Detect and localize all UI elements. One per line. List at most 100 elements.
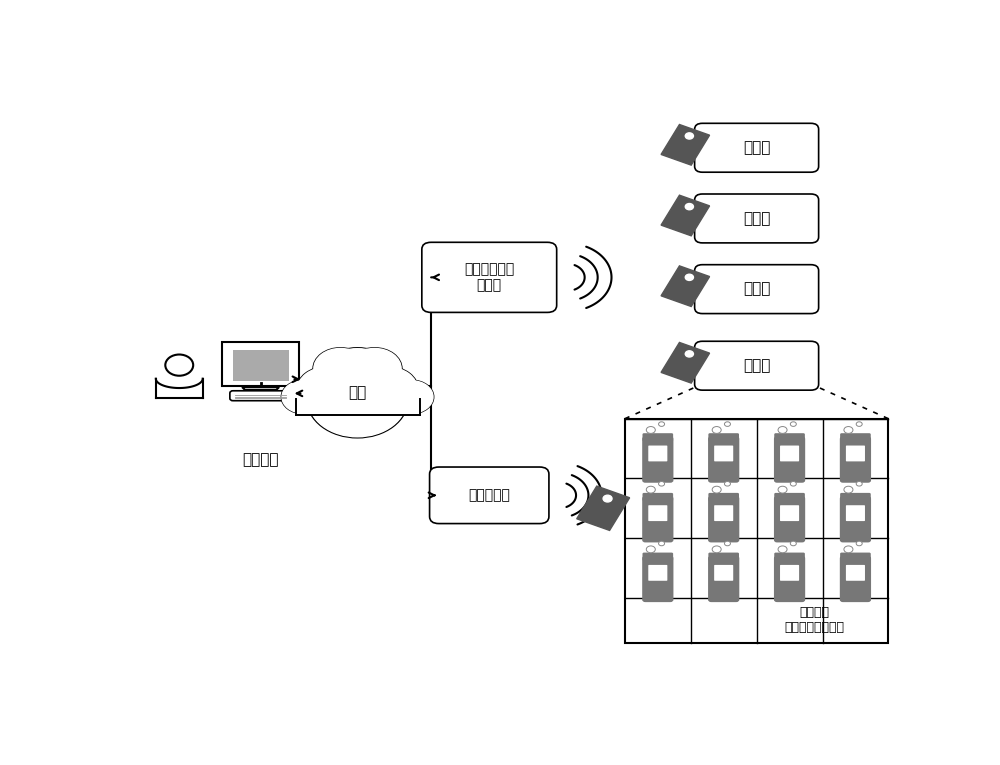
Polygon shape: [661, 195, 710, 236]
Text: 终端设备: 终端设备: [242, 452, 279, 467]
FancyBboxPatch shape: [774, 496, 805, 542]
Circle shape: [314, 348, 367, 389]
FancyBboxPatch shape: [648, 445, 667, 461]
Polygon shape: [625, 418, 888, 643]
Text: 云端: 云端: [348, 385, 367, 400]
FancyBboxPatch shape: [695, 194, 819, 243]
Circle shape: [390, 380, 433, 413]
FancyBboxPatch shape: [840, 496, 871, 542]
FancyBboxPatch shape: [642, 436, 673, 483]
FancyBboxPatch shape: [840, 493, 871, 501]
Circle shape: [856, 422, 862, 426]
FancyBboxPatch shape: [840, 433, 871, 441]
FancyBboxPatch shape: [296, 394, 420, 415]
Circle shape: [360, 367, 417, 412]
FancyBboxPatch shape: [780, 505, 799, 521]
Circle shape: [724, 541, 730, 545]
Text: 样本盒: 样本盒: [743, 140, 770, 155]
Circle shape: [646, 546, 655, 553]
Circle shape: [685, 203, 693, 210]
Polygon shape: [156, 379, 203, 388]
Circle shape: [790, 481, 796, 486]
Circle shape: [297, 367, 356, 412]
Circle shape: [724, 481, 730, 486]
FancyBboxPatch shape: [774, 556, 805, 602]
FancyBboxPatch shape: [642, 496, 673, 542]
Polygon shape: [242, 387, 279, 390]
Circle shape: [778, 546, 787, 553]
FancyBboxPatch shape: [233, 350, 289, 381]
FancyBboxPatch shape: [774, 436, 805, 483]
FancyBboxPatch shape: [422, 243, 557, 312]
FancyBboxPatch shape: [846, 445, 865, 461]
Circle shape: [165, 354, 193, 376]
Text: 便携式样本盒
扫描仪: 便携式样本盒 扫描仪: [464, 262, 514, 292]
Circle shape: [712, 427, 721, 434]
Circle shape: [778, 487, 787, 493]
FancyBboxPatch shape: [714, 505, 733, 521]
Circle shape: [390, 381, 433, 413]
Polygon shape: [661, 266, 710, 307]
FancyBboxPatch shape: [708, 496, 739, 542]
FancyBboxPatch shape: [222, 342, 299, 386]
Circle shape: [790, 422, 796, 426]
FancyBboxPatch shape: [708, 556, 739, 602]
Circle shape: [712, 546, 721, 553]
Polygon shape: [577, 486, 630, 530]
Circle shape: [844, 427, 853, 434]
Circle shape: [359, 367, 418, 412]
FancyBboxPatch shape: [840, 552, 871, 561]
Circle shape: [685, 274, 693, 281]
FancyBboxPatch shape: [708, 493, 739, 501]
FancyBboxPatch shape: [840, 436, 871, 483]
Circle shape: [316, 349, 399, 412]
Circle shape: [659, 541, 665, 545]
Circle shape: [844, 487, 853, 493]
Circle shape: [315, 348, 400, 413]
FancyBboxPatch shape: [840, 556, 871, 602]
FancyBboxPatch shape: [230, 391, 291, 401]
FancyBboxPatch shape: [708, 552, 739, 561]
FancyBboxPatch shape: [708, 436, 739, 483]
Circle shape: [347, 348, 402, 389]
Text: 样本盘点仪: 样本盘点仪: [468, 488, 510, 503]
Circle shape: [646, 427, 655, 434]
Circle shape: [603, 495, 612, 502]
Circle shape: [298, 367, 355, 412]
Circle shape: [712, 487, 721, 493]
Text: 样本盒: 样本盒: [743, 211, 770, 226]
FancyBboxPatch shape: [642, 552, 673, 561]
Circle shape: [307, 361, 408, 438]
Circle shape: [308, 362, 407, 437]
FancyBboxPatch shape: [780, 565, 799, 581]
Circle shape: [313, 348, 368, 389]
Circle shape: [282, 381, 325, 413]
Text: 样本盒: 样本盒: [743, 282, 770, 297]
FancyBboxPatch shape: [695, 265, 819, 314]
FancyBboxPatch shape: [430, 467, 549, 523]
Circle shape: [348, 348, 401, 389]
FancyBboxPatch shape: [695, 123, 819, 172]
FancyBboxPatch shape: [774, 493, 805, 501]
FancyBboxPatch shape: [648, 565, 667, 581]
Circle shape: [844, 546, 853, 553]
Circle shape: [856, 481, 862, 486]
FancyBboxPatch shape: [708, 433, 739, 441]
Polygon shape: [661, 343, 710, 383]
FancyBboxPatch shape: [774, 433, 805, 441]
FancyBboxPatch shape: [780, 445, 799, 461]
Text: 样本盒: 样本盒: [743, 358, 770, 373]
Circle shape: [856, 541, 862, 545]
FancyBboxPatch shape: [714, 565, 733, 581]
FancyBboxPatch shape: [642, 433, 673, 441]
Circle shape: [659, 422, 665, 426]
FancyBboxPatch shape: [642, 493, 673, 501]
Ellipse shape: [291, 393, 296, 399]
FancyBboxPatch shape: [846, 565, 865, 581]
Circle shape: [685, 133, 693, 139]
FancyBboxPatch shape: [714, 445, 733, 461]
Polygon shape: [661, 125, 710, 165]
Circle shape: [778, 427, 787, 434]
Circle shape: [724, 422, 730, 426]
FancyBboxPatch shape: [774, 552, 805, 561]
